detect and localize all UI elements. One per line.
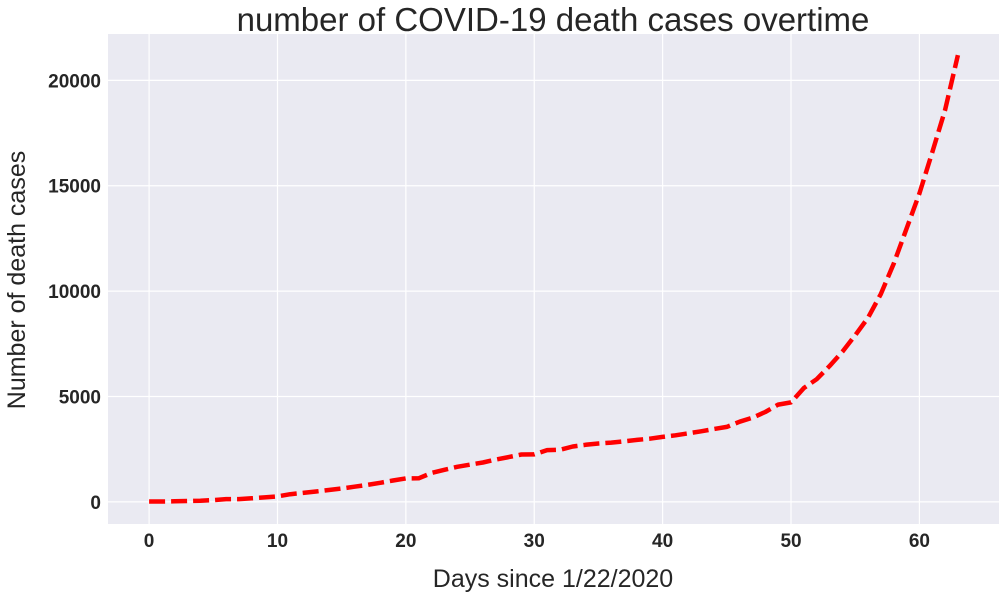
chart-title: number of COVID-19 death cases overtime	[237, 1, 870, 38]
grid-lines	[108, 34, 999, 524]
x-axis-ticks: 0 10 20 30 40 50 60	[144, 531, 930, 552]
y-axis-label: Number of death cases	[3, 151, 31, 409]
series-layer	[149, 54, 961, 504]
y-tick-label: 10000	[48, 282, 101, 303]
y-tick-label: 5000	[59, 387, 101, 408]
x-tick-label: 20	[395, 531, 416, 552]
x-tick-label: 60	[909, 531, 930, 552]
y-tick-label: 20000	[48, 71, 101, 92]
series-line	[149, 54, 961, 504]
x-tick-label: 0	[144, 531, 155, 552]
y-tick-label: 0	[90, 493, 101, 514]
x-axis-label: Days since 1/22/2020	[433, 565, 673, 593]
x-tick-label: 50	[780, 531, 801, 552]
x-tick-label: 10	[267, 531, 288, 552]
plot-area	[108, 34, 999, 524]
x-tick-label: 30	[524, 531, 545, 552]
y-tick-label: 15000	[48, 177, 101, 198]
y-axis-ticks: 0 5000 10000 15000 20000	[48, 71, 101, 514]
x-tick-label: 40	[652, 531, 673, 552]
